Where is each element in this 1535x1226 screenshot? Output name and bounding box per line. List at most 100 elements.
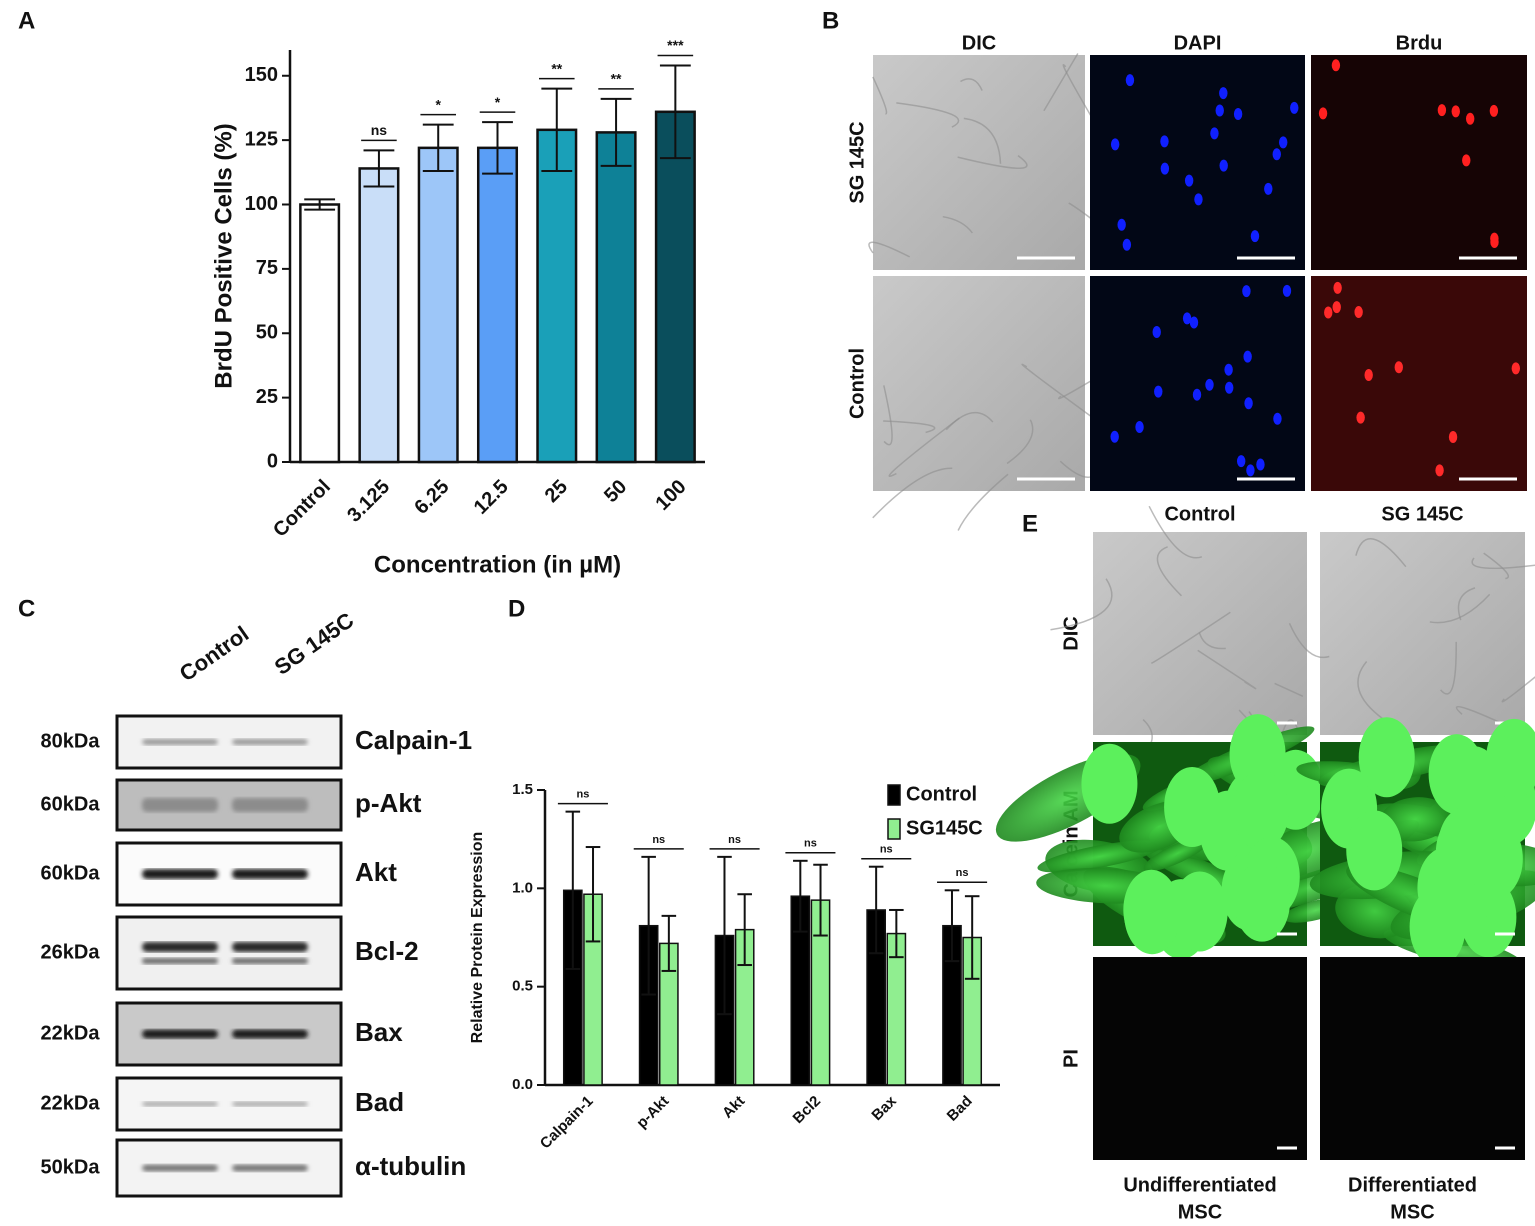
cell-outline [957, 473, 1009, 531]
y-tick-label: 25 [256, 386, 278, 408]
footer-label: MSC [1178, 1201, 1222, 1223]
x-tick-label: 12.5 [470, 476, 513, 519]
cell-outline [896, 102, 960, 128]
nucleus [1122, 238, 1132, 251]
error-bar [737, 893, 752, 967]
error-bar [641, 855, 656, 996]
x-tick-label: 100 [651, 476, 690, 515]
image-background [873, 276, 1085, 491]
nucleus [1356, 411, 1365, 424]
y-tick-label: 1.5 [512, 781, 533, 798]
nucleus [1125, 74, 1135, 87]
significance-label: ns [728, 834, 741, 846]
cell-outline [883, 385, 893, 446]
image-background [1311, 276, 1527, 491]
nucleus [1333, 281, 1342, 294]
nucleus [1160, 135, 1169, 148]
column-header: Control [1164, 503, 1235, 525]
error-bar [661, 914, 677, 972]
nucleus [1324, 306, 1333, 319]
nucleus [1081, 743, 1138, 824]
nucleus [1448, 430, 1458, 443]
protein-name: p-Akt [355, 788, 422, 818]
nucleus [1236, 455, 1246, 468]
error-bar [585, 846, 601, 943]
error-bar [541, 87, 573, 173]
panel-letter: A [18, 7, 35, 34]
micrograph [1288, 532, 1535, 739]
nucleus [1358, 717, 1415, 798]
cell-outline [1355, 538, 1407, 568]
micrograph [872, 276, 1105, 531]
micrograph [1093, 957, 1307, 1160]
nucleus [1234, 861, 1291, 942]
x-tick-label: Calpain-1 [537, 1093, 597, 1153]
blot-band [142, 1101, 218, 1107]
x-tick-label: Bax [868, 1092, 900, 1124]
nucleus [1246, 464, 1255, 477]
significance-label: ** [611, 71, 622, 87]
lane-label: SG 145C [270, 607, 359, 679]
cell-outline [1006, 419, 1034, 465]
micrograph [1320, 957, 1525, 1160]
x-tick-label: p-Akt [633, 1093, 672, 1132]
nucleus [1124, 874, 1181, 955]
nucleus [1189, 316, 1199, 329]
panel-letter: B [822, 7, 839, 34]
nucleus [1282, 284, 1292, 297]
cell-outline [1197, 649, 1257, 690]
cell-outline [957, 154, 1028, 170]
cell-outline [1062, 64, 1093, 119]
nucleus [1346, 810, 1403, 891]
nucleus [1110, 430, 1119, 443]
molecular-weight: 50kDa [41, 1156, 101, 1178]
panel-letter: D [508, 595, 525, 622]
nucleus [1243, 350, 1252, 363]
nucleus [1160, 162, 1170, 175]
protein-name: Bax [355, 1017, 403, 1047]
column-header: Brdu [1396, 32, 1443, 54]
nucleus [1364, 368, 1373, 381]
blot-band [142, 798, 218, 812]
nucleus [1242, 285, 1251, 298]
nucleus [1210, 127, 1219, 140]
nucleus [1194, 193, 1203, 206]
legend-label: SG145C [906, 817, 983, 839]
error-bar [717, 855, 732, 1016]
y-tick-label: 0 [267, 450, 278, 472]
error-bar [868, 865, 884, 955]
y-tick-label: 100 [245, 193, 278, 215]
error-bar [363, 149, 395, 188]
cell-outline [1274, 682, 1304, 697]
blot-band [142, 1029, 218, 1039]
blot-band [232, 869, 308, 879]
y-axis-label: Relative Protein Expression [469, 832, 486, 1044]
column-header: SG 145C [1381, 503, 1463, 525]
x-tick-label: Akt [719, 1093, 748, 1122]
bar [536, 128, 578, 464]
cell-outline [1050, 578, 1113, 631]
nucleus [1290, 101, 1299, 114]
cell-outline [1357, 661, 1384, 720]
nucleus [1233, 107, 1243, 120]
protein-name: Calpain-1 [355, 725, 472, 755]
blot-band [232, 1029, 308, 1039]
legend-swatch [887, 818, 901, 840]
significance-label: * [435, 96, 441, 112]
y-tick-label: 50 [256, 322, 278, 344]
image-background [1320, 957, 1525, 1160]
y-axis-label: BrdU Positive Cells (%) [210, 123, 237, 388]
error-bar [600, 97, 632, 167]
x-tick-label: Control [269, 476, 335, 542]
bar [476, 146, 519, 464]
significance-label: ns [804, 838, 817, 850]
micrograph [1090, 276, 1305, 491]
protein-name: α-tubulin [355, 1151, 466, 1181]
cell-outline [1288, 622, 1330, 659]
protein-name: Bcl-2 [355, 936, 419, 966]
row-header: PI [1060, 1049, 1082, 1068]
row-header: DIC [1060, 616, 1082, 650]
nucleus [1110, 138, 1120, 151]
nucleus [1437, 806, 1494, 887]
bar [417, 146, 459, 464]
